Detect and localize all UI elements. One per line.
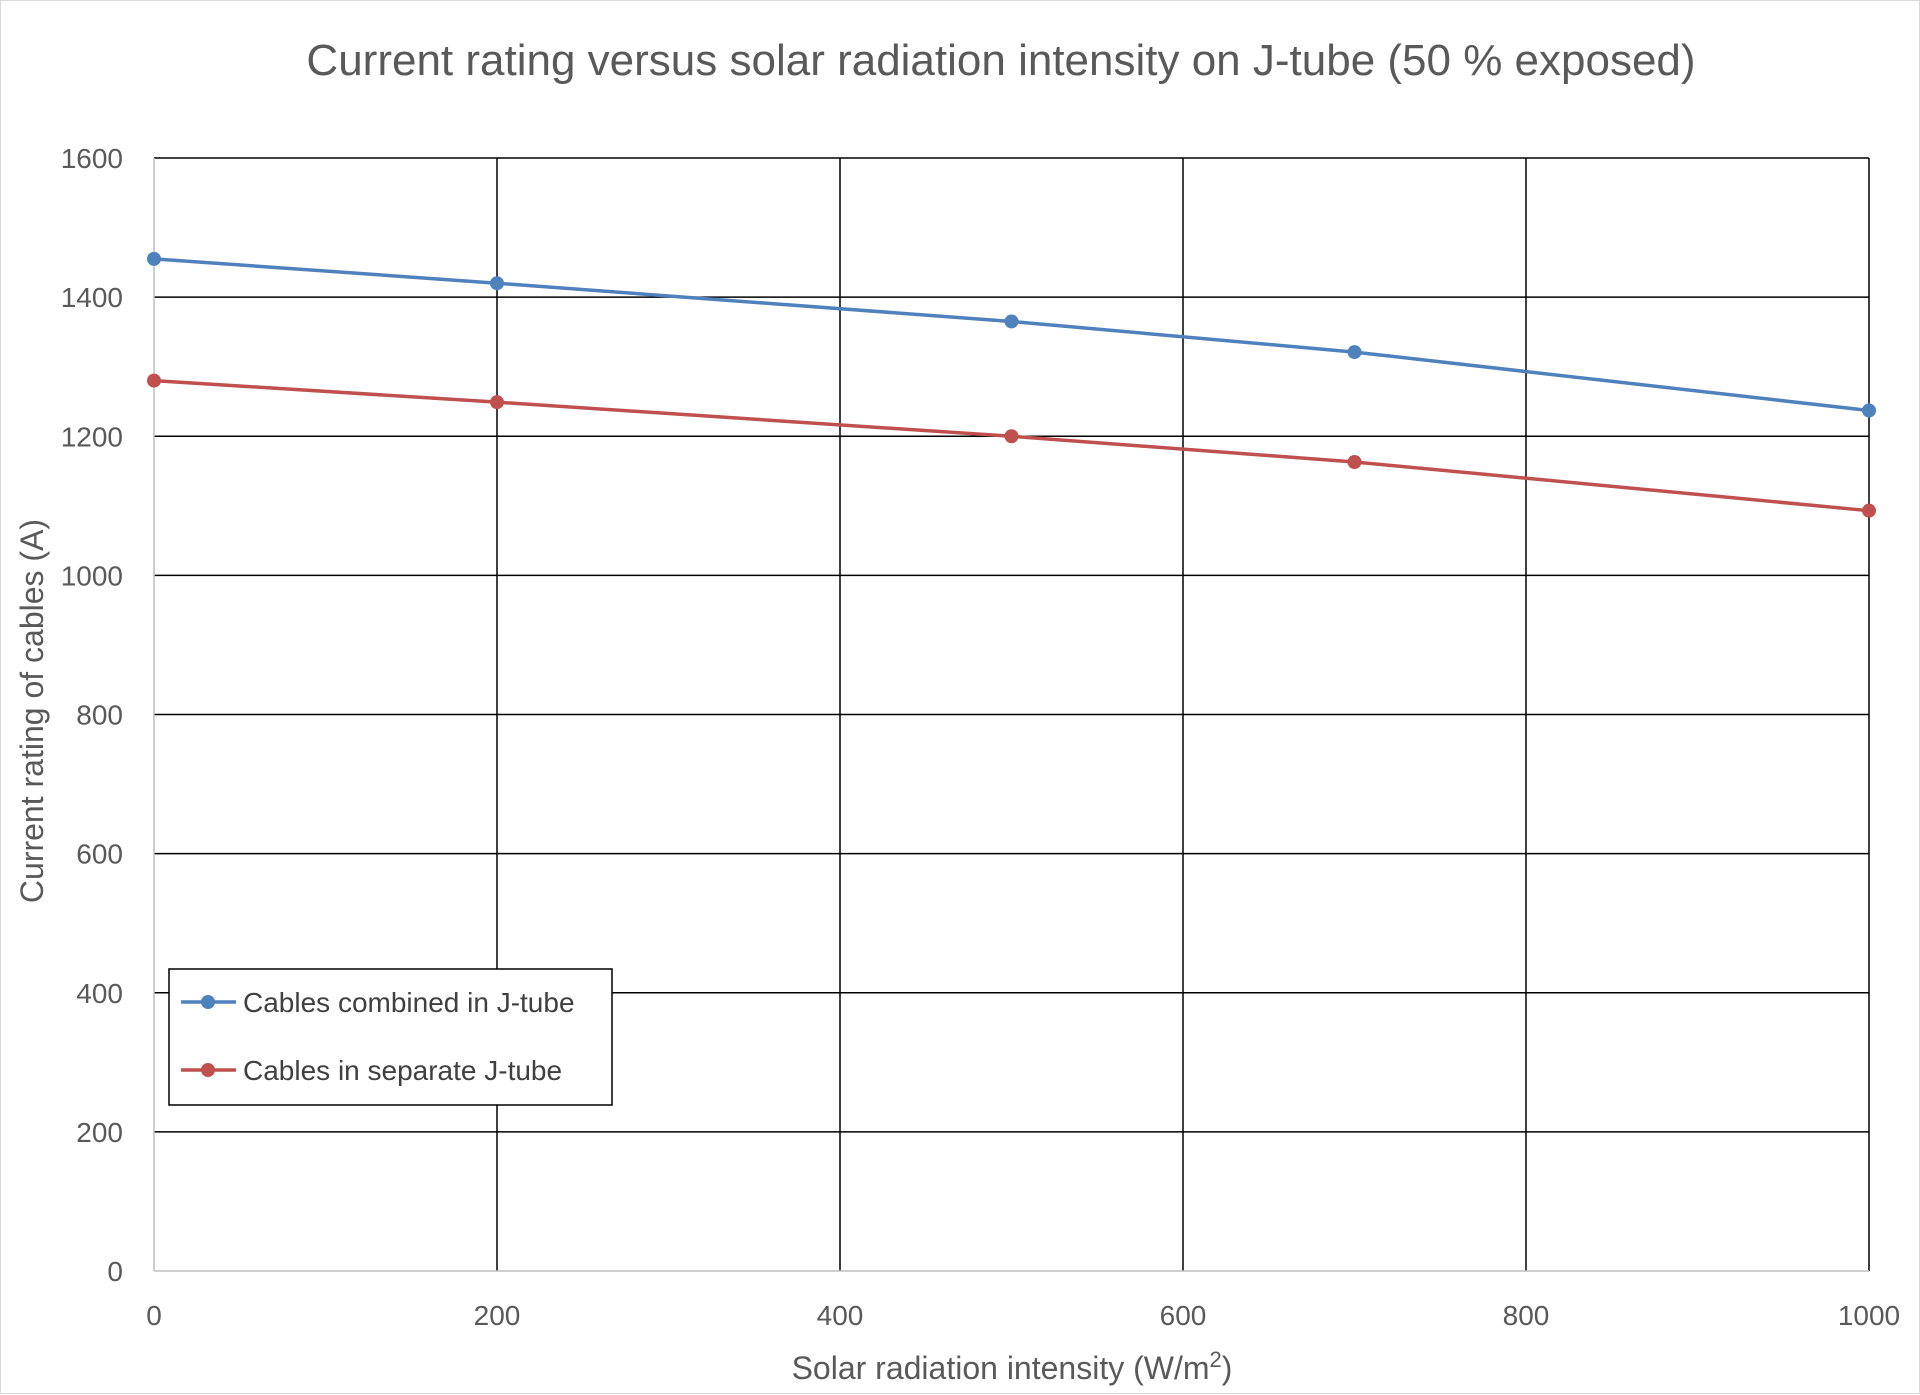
data-point (1004, 314, 1019, 329)
series-1 (147, 251, 1876, 418)
data-point (147, 373, 161, 388)
x-axis-tick-labels: 0 200 400 600 800 1000 (146, 1300, 1900, 1331)
legend-swatch-marker (201, 1063, 215, 1077)
legend: Cables combined in J-tube Cables in separ… (168, 968, 613, 1106)
y-axis-title: Current rating of cables (A) (14, 519, 50, 903)
series-line (153, 378, 1870, 513)
x-axis-title-superscript: 2 (1210, 1347, 1222, 1372)
series-2 (147, 373, 1876, 518)
x-tick-label: 1000 (1838, 1300, 1900, 1331)
plot-series (147, 251, 1876, 518)
data-point (1862, 503, 1876, 518)
data-point (1004, 429, 1019, 444)
data-point (1862, 403, 1876, 418)
legend-box (168, 968, 613, 1106)
x-axis-title: Solar radiation intensity (W/m2) (792, 1347, 1233, 1386)
data-point (147, 251, 161, 266)
legend-label: Cables combined in J-tube (243, 987, 575, 1018)
x-tick-label: 800 (1503, 1300, 1550, 1331)
y-tick-label: 1200 (61, 421, 123, 452)
y-tick-label: 1600 (61, 143, 123, 174)
x-tick-label: 200 (474, 1300, 521, 1331)
y-tick-label: 800 (76, 700, 123, 731)
data-point (490, 395, 504, 410)
x-tick-label: 0 (146, 1300, 162, 1331)
legend-swatch-marker (201, 995, 215, 1009)
x-tick-label: 400 (817, 1300, 864, 1331)
series-line (153, 257, 1870, 413)
legend-items: Cables combined in J-tube Cables in separ… (181, 987, 575, 1086)
legend-item: Cables combined in J-tube (181, 987, 575, 1018)
data-point (1347, 454, 1362, 469)
data-point (490, 276, 504, 291)
y-tick-label: 200 (76, 1117, 123, 1148)
data-point (1347, 345, 1362, 360)
y-tick-label: 0 (107, 1256, 123, 1287)
y-axis-tick-labels: 0 200 400 600 800 1000 1200 1400 1600 (61, 143, 123, 1287)
y-tick-label: 1000 (61, 560, 123, 591)
legend-item: Cables in separate J-tube (181, 1055, 562, 1086)
x-axis-title-main: Solar radiation intensity (W/m (792, 1350, 1210, 1386)
chart-title: Current rating versus solar radiation in… (306, 36, 1695, 85)
x-tick-label: 600 (1160, 1300, 1207, 1331)
y-tick-label: 1400 (61, 282, 123, 313)
y-tick-label: 600 (76, 839, 123, 870)
x-axis-title-suffix: ) (1222, 1350, 1233, 1386)
y-tick-label: 400 (76, 978, 123, 1009)
legend-label: Cables in separate J-tube (243, 1055, 562, 1086)
